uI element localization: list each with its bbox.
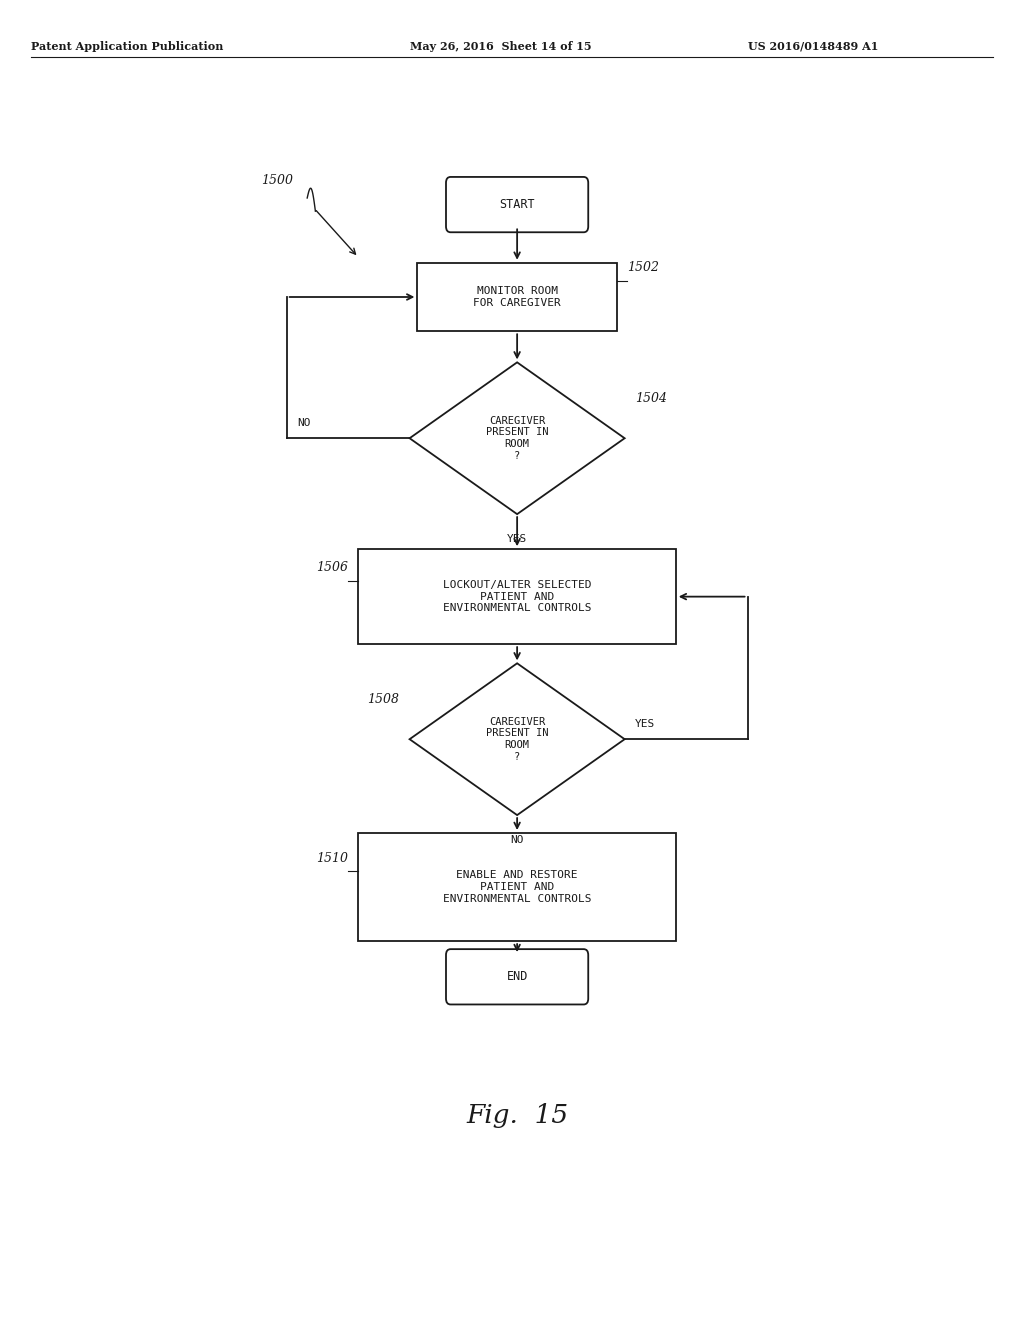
Text: CAREGIVER
PRESENT IN
ROOM
?: CAREGIVER PRESENT IN ROOM ?: [485, 717, 549, 762]
FancyBboxPatch shape: [446, 177, 588, 232]
Text: 1506: 1506: [316, 561, 348, 574]
Text: May 26, 2016  Sheet 14 of 15: May 26, 2016 Sheet 14 of 15: [410, 41, 591, 51]
Text: 1504: 1504: [635, 392, 667, 405]
Text: Patent Application Publication: Patent Application Publication: [31, 41, 223, 51]
Text: NO: NO: [510, 836, 524, 845]
Text: YES: YES: [635, 718, 655, 729]
Text: US 2016/0148489 A1: US 2016/0148489 A1: [748, 41, 878, 51]
FancyBboxPatch shape: [446, 949, 588, 1005]
Polygon shape: [410, 663, 625, 814]
Text: NO: NO: [297, 417, 310, 428]
Text: 1508: 1508: [368, 693, 399, 706]
Text: START: START: [500, 198, 535, 211]
Bar: [358, 833, 676, 941]
Polygon shape: [410, 362, 625, 513]
Text: Fig.  15: Fig. 15: [466, 1104, 568, 1127]
Text: 1500: 1500: [261, 174, 293, 187]
Text: ENABLE AND RESTORE
PATIENT AND
ENVIRONMENTAL CONTROLS: ENABLE AND RESTORE PATIENT AND ENVIRONME…: [442, 870, 592, 904]
Text: LOCKOUT/ALTER SELECTED
PATIENT AND
ENVIRONMENTAL CONTROLS: LOCKOUT/ALTER SELECTED PATIENT AND ENVIR…: [442, 579, 592, 614]
Text: 1502: 1502: [627, 261, 659, 275]
Text: 1510: 1510: [316, 851, 348, 865]
Bar: [418, 263, 616, 331]
Text: MONITOR ROOM
FOR CAREGIVER: MONITOR ROOM FOR CAREGIVER: [473, 286, 561, 308]
Text: YES: YES: [507, 533, 527, 544]
Text: END: END: [507, 970, 527, 983]
Bar: [358, 549, 676, 644]
Text: CAREGIVER
PRESENT IN
ROOM
?: CAREGIVER PRESENT IN ROOM ?: [485, 416, 549, 461]
